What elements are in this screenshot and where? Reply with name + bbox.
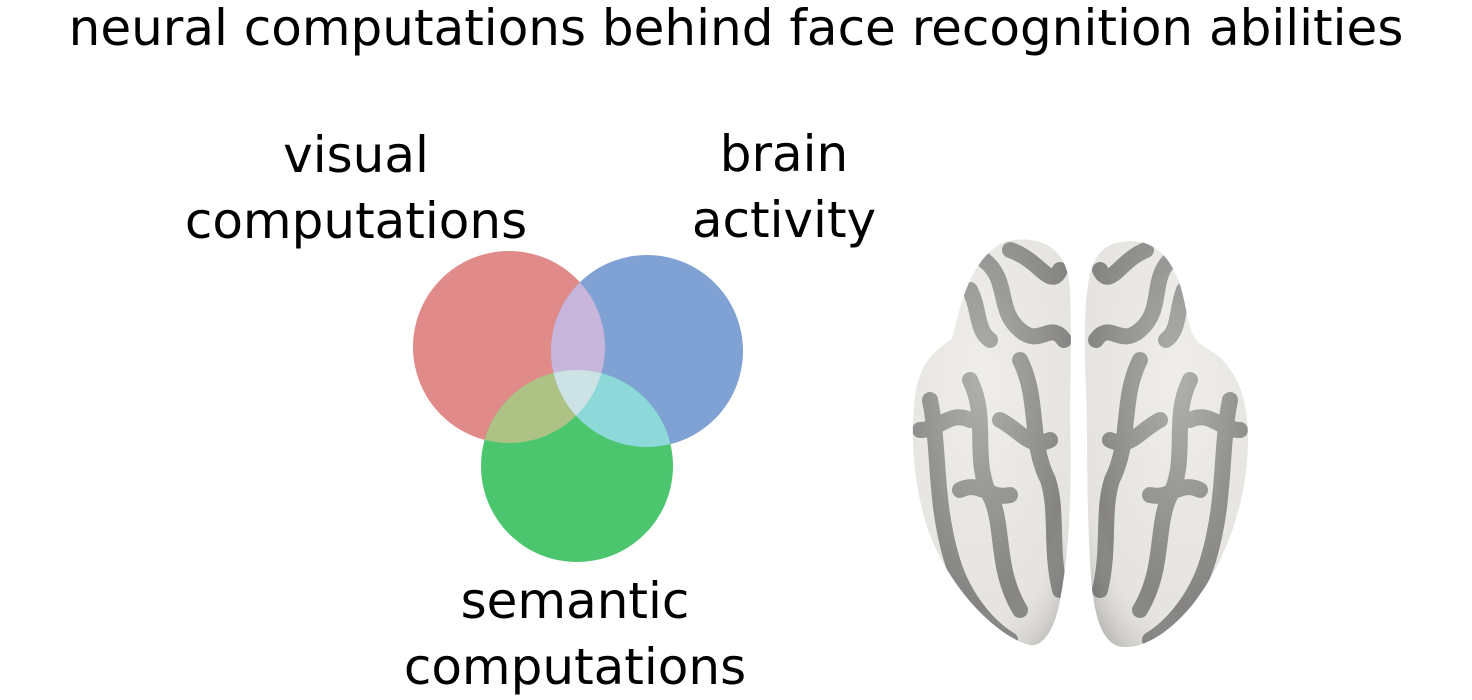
inflated-brain-icon — [912, 239, 1248, 648]
right-hemisphere — [1084, 241, 1248, 648]
label-brain-line1: brain — [719, 125, 849, 183]
venn-overlap-brain-semantic — [551, 370, 673, 447]
label-brain-activity: brain activity — [692, 121, 876, 253]
label-semantic-computations: semantic computations — [404, 568, 746, 700]
label-brain-line2: activity — [691, 191, 877, 249]
left-hemisphere — [912, 239, 1071, 646]
figure-title: neural computations behind face recognit… — [68, 0, 1404, 57]
label-visual-line2: computations — [184, 192, 528, 250]
label-semantic-line2: computations — [403, 638, 747, 696]
label-visual-line1: visual — [283, 126, 429, 184]
label-semantic-line1: semantic — [460, 572, 690, 630]
venn-overlap-visual-semantic — [481, 370, 605, 443]
label-visual-computations: visual computations — [185, 122, 527, 254]
